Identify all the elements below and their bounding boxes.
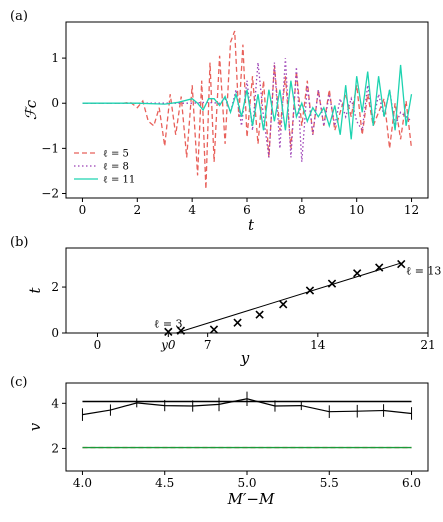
legend-label-a-0: ℓ = 5 xyxy=(103,149,129,160)
x-tick-label-b-3: 14 xyxy=(310,338,326,352)
x-axis-label-b: y xyxy=(240,349,250,367)
scatter-point-b-2 xyxy=(209,325,219,334)
y-tick-label-a-2: −1 xyxy=(41,141,59,155)
scatter-point-b-0 xyxy=(164,327,173,337)
x-tick-label-c-1: 4.5 xyxy=(155,476,174,490)
panel-label-b: (b) xyxy=(10,235,28,250)
x-tick-label-b-4: 21 xyxy=(420,338,435,352)
y-axis-label-c: v xyxy=(26,422,44,431)
x-tick-label-b-1: y0 xyxy=(160,338,176,352)
annotation-b-1: ℓ = 13 xyxy=(406,264,441,277)
y-axis-label-a: ℱc xyxy=(22,99,40,120)
x-tick-label-a-6: 12 xyxy=(404,203,419,217)
plot-frame-b xyxy=(65,247,429,334)
y-tick-label-a-0: 1 xyxy=(51,51,59,65)
y-tick-label-c-1: 2 xyxy=(51,441,59,455)
chart-b: 0 y0 7 14 21 0 2 y t ℓ = 3 ℓ = 13 xyxy=(26,247,441,367)
scatter-point-b-4 xyxy=(255,310,264,319)
x-tick-label-a-2: 4 xyxy=(188,203,196,217)
legend-label-a-1: ℓ = 8 xyxy=(103,162,129,173)
x-axis-label-a: t xyxy=(248,216,255,234)
x-tick-label-c-0: 4.0 xyxy=(73,476,92,490)
scatter-point-b-8 xyxy=(353,269,362,278)
x-tick-label-a-4: 8 xyxy=(298,203,306,217)
x-tick-label-b-0: 0 xyxy=(94,338,102,352)
series-line-a-0 xyxy=(82,30,413,190)
fit-line-b xyxy=(176,262,402,334)
x-tick-label-c-2: 5.0 xyxy=(237,476,256,490)
x-tick-label-a-1: 2 xyxy=(133,203,141,217)
scatter-point-b-10 xyxy=(397,259,406,269)
y-axis-label-b: t xyxy=(26,287,44,294)
scatter-point-b-9 xyxy=(375,263,384,272)
chart-c: 4.0 4.5 5.0 5.5 6.0 4 2 M′−M v xyxy=(26,382,429,508)
legend-a: ℓ = 5 ℓ = 8 ℓ = 11 xyxy=(74,149,135,186)
scatter-point-b-1 xyxy=(176,326,186,335)
annotation-b-0: ℓ = 3 xyxy=(154,317,182,330)
y-tick-label-b-0: 0 xyxy=(51,326,59,340)
legend-label-a-2: ℓ = 11 xyxy=(103,175,135,186)
panel-label-a: (a) xyxy=(10,9,28,24)
x-axis-label-c: M′−M xyxy=(227,490,275,508)
scatter-point-b-3 xyxy=(233,318,242,327)
x-tick-label-a-5: 10 xyxy=(349,203,364,217)
series-line-a-2 xyxy=(82,64,413,140)
scatter-point-b-7 xyxy=(327,279,337,288)
y-tick-label-a-3: −2 xyxy=(41,186,59,200)
y-tick-label-b-1: 2 xyxy=(51,280,59,294)
x-tick-label-c-4: 6.0 xyxy=(402,476,421,490)
y-tick-label-a-1: 0 xyxy=(51,96,59,110)
scatter-point-b-5 xyxy=(279,300,288,309)
y-tick-label-c-0: 4 xyxy=(51,396,59,410)
panel-label-c: (c) xyxy=(10,375,27,390)
x-tick-label-a-3: 6 xyxy=(243,203,251,217)
scatter-point-b-6 xyxy=(305,286,315,295)
x-tick-label-a-0: 0 xyxy=(79,203,87,217)
x-tick-label-c-3: 5.5 xyxy=(320,476,339,490)
x-tick-label-b-2: 7 xyxy=(204,338,212,352)
